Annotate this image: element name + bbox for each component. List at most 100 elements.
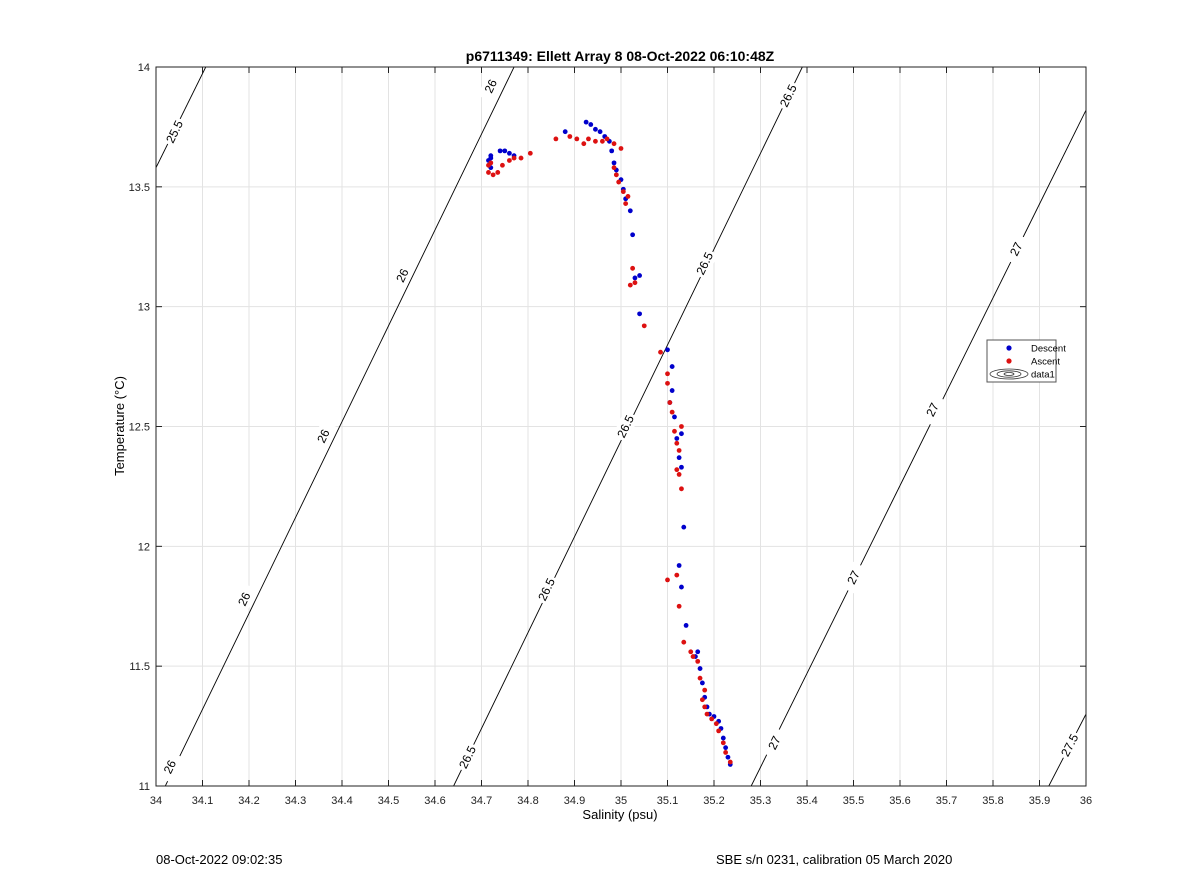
descent-point — [679, 464, 684, 470]
x-tick-label: 34.8 — [517, 795, 538, 807]
chart-title: p6711349: Ellett Array 8 08-Oct-2022 06:… — [466, 48, 775, 64]
contour-label-bg — [761, 726, 788, 759]
sigma-contour-line — [164, 67, 515, 786]
contour-label-bg — [231, 582, 258, 616]
ascent-point — [676, 448, 682, 453]
series-ascent — [486, 134, 733, 765]
contour-label-bg — [310, 419, 337, 453]
contour-label-bg — [477, 70, 505, 103]
descent-point — [627, 208, 633, 214]
contour-label: 26 — [314, 427, 333, 445]
descent-point — [674, 436, 680, 441]
contour-label: 27 — [765, 733, 784, 751]
contour-label-bg — [1002, 233, 1030, 266]
ascent-point — [674, 572, 680, 578]
ascent-point — [623, 201, 629, 207]
descent-point — [679, 584, 684, 590]
ascent-point — [727, 759, 733, 765]
legend-label: Descent — [1031, 344, 1066, 355]
descent-point — [669, 364, 675, 369]
ascent-point — [713, 721, 719, 727]
ascent-point — [667, 400, 673, 405]
ascent-point — [604, 136, 610, 142]
ascent-point — [625, 194, 631, 199]
contour-label-bg — [533, 573, 560, 606]
contour-label: 26 — [235, 590, 254, 608]
x-tick-label: 35.4 — [796, 795, 817, 807]
ascent-point — [709, 716, 715, 722]
legend-label: Ascent — [1031, 357, 1060, 368]
ascent-point — [616, 179, 622, 185]
ascent-point — [704, 711, 710, 717]
contour-label-bg — [840, 561, 867, 594]
ascent-point — [665, 577, 670, 583]
y-tick-label: 13.5 — [129, 182, 150, 194]
contour-label-bg — [691, 247, 719, 280]
descent-point — [723, 745, 729, 751]
ascent-point — [581, 141, 587, 147]
y-tick-label: 12 — [138, 541, 150, 553]
x-tick-label: 34.2 — [238, 795, 259, 807]
descent-point — [725, 754, 731, 760]
ascent-point — [627, 282, 633, 288]
ascent-point — [665, 380, 670, 386]
x-tick-label: 35.6 — [889, 795, 910, 807]
y-axis-label: Temperature (°C) — [112, 376, 127, 476]
ascent-point — [593, 138, 598, 144]
x-tick-label: 35.5 — [843, 795, 864, 807]
y-tick-label: 12.5 — [129, 422, 150, 434]
legend: Descent Ascent data1 — [986, 339, 1066, 383]
contour-label-bg — [1056, 729, 1084, 762]
legend-marker — [1006, 358, 1012, 364]
ascent-point — [527, 150, 533, 156]
descent-point — [583, 119, 589, 125]
contour-label-bg — [775, 79, 802, 112]
ascent-point — [611, 165, 617, 171]
contour-label-bg — [612, 410, 639, 443]
legend-marker — [1006, 345, 1012, 351]
descent-point — [611, 160, 617, 166]
descent-point — [637, 273, 642, 278]
y-tick-label: 11.5 — [129, 661, 150, 673]
descent-point — [562, 129, 568, 135]
ascent-point — [507, 158, 512, 163]
ascent-point — [681, 639, 687, 645]
ascent-point — [676, 603, 682, 609]
data-points — [486, 119, 733, 767]
ascent-point — [618, 146, 624, 151]
x-tick-label: 34.1 — [192, 795, 213, 807]
ascent-point — [690, 654, 696, 659]
descent-point — [720, 735, 726, 741]
ascent-point — [723, 750, 729, 755]
descent-point — [695, 649, 701, 655]
ascent-point — [702, 704, 708, 710]
x-tick-label: 34.5 — [378, 795, 399, 807]
ascent-point — [486, 170, 491, 175]
contour-label: 26 — [393, 266, 412, 284]
descent-point — [683, 623, 689, 628]
descent-point — [681, 524, 687, 530]
x-tick-label: 35.3 — [750, 795, 771, 807]
calibration-footer: SBE s/n 0231, calibration 05 March 2020 — [716, 852, 953, 867]
ascent-point — [567, 134, 573, 139]
ascent-point — [697, 675, 703, 681]
contour-label: 27 — [923, 400, 942, 418]
x-tick-label: 34 — [150, 795, 162, 807]
contour-label-bg — [389, 259, 416, 292]
timestamp-footer: 08-Oct-2022 09:02:35 — [156, 852, 283, 867]
x-tick-label: 34.4 — [331, 795, 352, 807]
ascent-point — [586, 136, 591, 142]
ascent-point — [488, 160, 494, 166]
descent-point — [699, 680, 705, 686]
ascent-point — [672, 428, 677, 434]
descent-point — [497, 148, 503, 154]
x-tick-label: 34.3 — [285, 795, 306, 807]
x-tick-label: 35.9 — [1029, 795, 1050, 807]
descent-point — [502, 148, 508, 154]
descent-point — [697, 666, 703, 671]
descent-point — [597, 129, 603, 135]
legend-contour-icon — [989, 368, 1029, 380]
contour-label: 26 — [482, 77, 501, 95]
x-tick-label: 35.2 — [703, 795, 724, 807]
legend-label: data1 — [1031, 370, 1055, 381]
